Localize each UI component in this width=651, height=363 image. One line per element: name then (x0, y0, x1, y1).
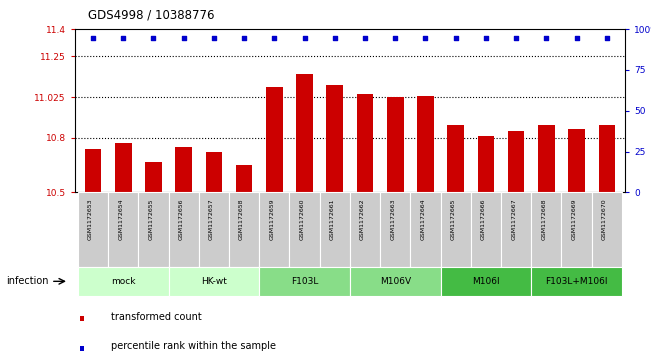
Bar (327, 85, 343, 192)
Text: GDS4998 / 10388776: GDS4998 / 10388776 (88, 9, 214, 22)
Bar (508, 131, 525, 192)
Bar (85, 149, 102, 192)
Bar (138, 192, 169, 267)
Point (178, 35, 189, 41)
Text: GSM1172664: GSM1172664 (421, 198, 426, 240)
Point (480, 35, 491, 41)
Point (450, 35, 461, 41)
Bar (175, 147, 192, 192)
Bar (259, 192, 290, 267)
Bar (538, 125, 555, 192)
Text: GSM1172654: GSM1172654 (118, 198, 123, 240)
Bar (78, 192, 108, 267)
Bar (387, 97, 404, 192)
Text: GSM1172665: GSM1172665 (450, 198, 456, 240)
Bar (80, 316, 85, 321)
Point (148, 35, 159, 41)
Point (360, 35, 370, 41)
Bar (78, 267, 169, 296)
Text: M106V: M106V (380, 277, 411, 286)
Bar (531, 267, 622, 296)
Bar (380, 192, 410, 267)
Point (572, 35, 582, 41)
Text: GSM1172666: GSM1172666 (481, 198, 486, 240)
Text: GSM1172655: GSM1172655 (148, 198, 154, 240)
Point (269, 35, 279, 41)
Bar (501, 192, 531, 267)
Bar (236, 165, 253, 192)
Text: HK-wt: HK-wt (201, 277, 227, 286)
Text: GSM1172662: GSM1172662 (360, 198, 365, 240)
Bar (568, 129, 585, 192)
Text: GSM1172669: GSM1172669 (572, 198, 577, 240)
Bar (169, 192, 199, 267)
Text: GSM1172659: GSM1172659 (270, 198, 274, 240)
Text: GSM1172663: GSM1172663 (390, 198, 395, 240)
Point (209, 35, 219, 41)
Text: GSM1172660: GSM1172660 (299, 198, 305, 240)
Bar (531, 192, 561, 267)
Text: mock: mock (111, 277, 135, 286)
Text: GSM1172667: GSM1172667 (511, 198, 516, 240)
Point (329, 35, 340, 41)
Point (299, 35, 310, 41)
Bar (296, 74, 313, 192)
Bar (259, 267, 350, 296)
Bar (478, 136, 494, 192)
Bar (80, 346, 85, 351)
Text: GSM1172657: GSM1172657 (209, 198, 214, 240)
Text: M106I: M106I (472, 277, 500, 286)
Text: F103L: F103L (291, 277, 318, 286)
Bar (447, 125, 464, 192)
Bar (598, 125, 615, 192)
Text: GSM1172670: GSM1172670 (602, 198, 607, 240)
Text: GSM1172656: GSM1172656 (178, 198, 184, 240)
Text: F103L+M106I: F103L+M106I (546, 277, 608, 286)
Point (541, 35, 551, 41)
Bar (108, 192, 138, 267)
Bar (199, 192, 229, 267)
Point (88, 35, 98, 41)
Text: GSM1172661: GSM1172661 (330, 198, 335, 240)
Point (118, 35, 128, 41)
Bar (320, 192, 350, 267)
Bar (266, 87, 283, 192)
Point (239, 35, 249, 41)
Bar (592, 192, 622, 267)
Bar (350, 267, 441, 296)
Text: GSM1172653: GSM1172653 (88, 198, 93, 240)
Bar (441, 192, 471, 267)
Bar (229, 192, 259, 267)
Bar (561, 192, 592, 267)
Point (390, 35, 400, 41)
Text: GSM1172658: GSM1172658 (239, 198, 244, 240)
Point (602, 35, 612, 41)
Text: GSM1172668: GSM1172668 (542, 198, 546, 240)
Bar (350, 192, 380, 267)
Bar (417, 96, 434, 192)
Bar (357, 94, 373, 192)
Text: infection: infection (7, 276, 49, 286)
Point (421, 35, 431, 41)
Bar (290, 192, 320, 267)
Text: transformed count: transformed count (111, 312, 201, 322)
Point (511, 35, 521, 41)
Bar (471, 192, 501, 267)
Bar (145, 162, 161, 192)
Bar (441, 267, 531, 296)
Bar (206, 152, 222, 192)
Bar (410, 192, 441, 267)
Text: percentile rank within the sample: percentile rank within the sample (111, 341, 275, 351)
Bar (169, 267, 259, 296)
Bar (115, 143, 132, 192)
